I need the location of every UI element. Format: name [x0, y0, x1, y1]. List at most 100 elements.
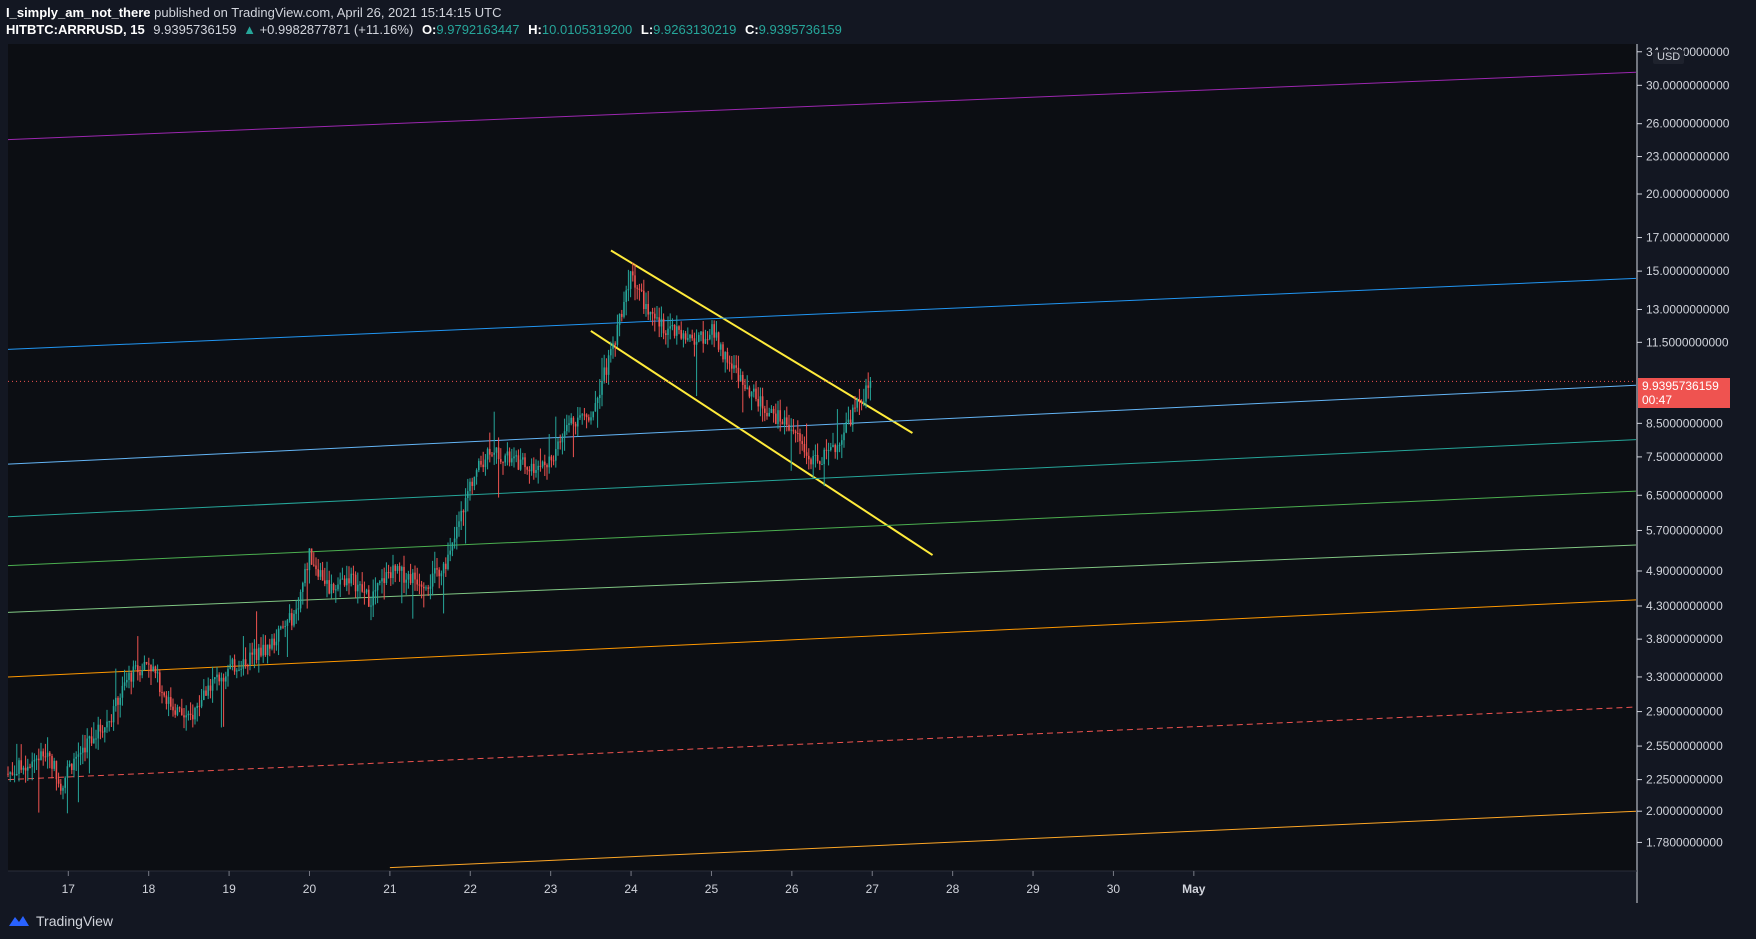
candle-body	[627, 288, 630, 291]
candle-body	[18, 760, 20, 774]
candle-body	[473, 476, 476, 486]
candle-body	[500, 459, 502, 462]
candle-body	[187, 713, 190, 716]
candle-body	[841, 440, 843, 445]
author-name[interactable]: I_simply_am_not_there	[6, 5, 151, 20]
candle-body	[462, 510, 465, 513]
candle-body	[148, 663, 150, 665]
tradingview-brand[interactable]: TradingView	[8, 913, 113, 929]
candle-body	[577, 417, 579, 427]
published-text: published on TradingView.com, April 26, …	[154, 5, 502, 20]
candle-body	[484, 459, 487, 468]
candle-body	[764, 408, 766, 413]
price-axis[interactable]: 34.000000000030.000000000026.00000000002…	[1637, 45, 1730, 850]
symbol-label[interactable]: HITBTC:ARRRUSD, 15	[6, 22, 145, 37]
candle-body	[137, 665, 139, 673]
candle-body	[99, 724, 102, 732]
candle-body	[172, 706, 174, 711]
candle-body	[90, 736, 93, 744]
candle-body	[431, 573, 434, 587]
candle-body	[324, 580, 326, 584]
candle-body	[621, 313, 623, 317]
open-value: 9.9792163447	[436, 22, 520, 37]
candle-body	[189, 713, 192, 715]
candle-body	[110, 721, 113, 723]
close-value: 9.9395736159	[758, 22, 842, 37]
y-tick-label: 30.0000000000	[1646, 78, 1730, 92]
trendline-parallel-blue-upper	[7, 277, 1637, 350]
candle-body	[253, 648, 256, 655]
candle-body	[222, 677, 225, 682]
candle-body	[55, 760, 58, 780]
candle-body	[88, 736, 91, 739]
candle-body	[49, 752, 51, 756]
candle-body	[638, 288, 641, 290]
candle-body	[141, 670, 143, 676]
candle-body	[255, 648, 258, 661]
candle-body	[374, 590, 377, 592]
candle-body	[706, 339, 709, 341]
candle-body	[295, 609, 297, 614]
y-tick-label: 15.0000000000	[1646, 264, 1730, 278]
candle-body	[214, 677, 216, 680]
candle-body	[546, 464, 548, 468]
candle-body	[244, 659, 247, 666]
y-tick-label: 2.9000000000	[1646, 705, 1723, 719]
candle-body	[20, 760, 22, 770]
candle-body	[453, 538, 456, 543]
candle-body	[434, 568, 436, 574]
candle-body	[277, 628, 280, 642]
candle-body	[693, 338, 696, 345]
candle-body	[53, 760, 55, 769]
candle-body	[139, 672, 141, 676]
candle-body	[379, 581, 381, 584]
candle-body	[456, 526, 458, 539]
x-tick-label: 20	[303, 882, 317, 896]
low-value: 9.9263130219	[653, 22, 737, 37]
candle-body	[372, 591, 374, 606]
x-tick-label: 24	[624, 882, 638, 896]
candle-body	[95, 738, 97, 740]
brand-name: TradingView	[36, 913, 114, 929]
currency-badge[interactable]: USD	[1653, 50, 1685, 64]
candle-body	[209, 685, 212, 691]
candle-body	[348, 578, 350, 584]
candle-body	[607, 355, 610, 375]
time-axis[interactable]: 17 18 19 20 21 22 23 24 25 26 27 28 29 30 May	[62, 871, 1206, 896]
candle-body	[77, 754, 80, 757]
candle-body	[843, 432, 845, 441]
candle-body	[726, 352, 729, 363]
candle-body	[775, 413, 777, 424]
candle-body	[502, 461, 504, 463]
candle-body	[610, 348, 612, 356]
y-tick-label: 7.5000000000	[1646, 450, 1723, 464]
candle-body	[515, 455, 517, 457]
candle-body	[623, 301, 625, 317]
candle-body	[240, 668, 242, 670]
candle-body	[599, 394, 601, 398]
candle-body	[412, 572, 414, 584]
candle-body	[154, 666, 157, 674]
candle-body	[836, 445, 839, 453]
y-tick-label: 13.0000000000	[1646, 302, 1730, 316]
candle-body	[731, 363, 733, 369]
candle-body	[660, 318, 663, 327]
candle-body	[753, 388, 755, 392]
candle-body	[781, 421, 784, 425]
candle-body	[403, 566, 405, 583]
candle-body	[79, 752, 82, 755]
candle-body	[27, 766, 29, 771]
candle-body	[581, 414, 583, 416]
candle-body	[346, 578, 348, 586]
candle-body	[150, 664, 152, 672]
tradingview-logo-icon	[9, 916, 29, 926]
candle-body	[772, 408, 775, 414]
low-label: L:	[640, 22, 654, 37]
candle-body	[390, 572, 392, 579]
candle-body	[570, 417, 572, 424]
change-value: +0.9982877871 (+11.16%)	[259, 22, 414, 37]
candle-body	[409, 574, 412, 584]
candle-body	[592, 411, 594, 418]
candle-body	[35, 758, 38, 760]
